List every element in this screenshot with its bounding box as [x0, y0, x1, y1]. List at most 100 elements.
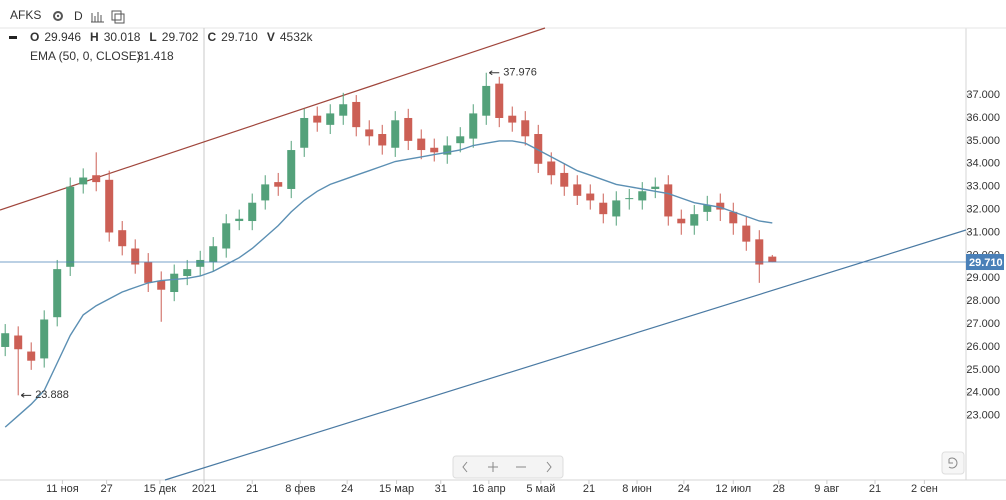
- candle-body: [183, 269, 192, 276]
- x-tick-label: 21: [583, 483, 595, 495]
- candle-body: [222, 223, 231, 249]
- ohlc-legend: O 29.946 H 30.018 L 29.702 C 29.710 V 4532k: [30, 30, 314, 44]
- trend-line-lower: [164, 229, 967, 481]
- x-tick-label: 28: [773, 483, 785, 495]
- candle-body: [677, 218, 686, 224]
- last-price-label: 29.710: [969, 257, 1003, 269]
- x-tick-label: 8 фев: [285, 483, 315, 495]
- ohlc-key: O: [30, 30, 39, 44]
- y-tick-label: 35.000: [966, 135, 1000, 147]
- y-tick-label: 25.000: [966, 364, 1000, 376]
- y-tick-label: 27.000: [966, 318, 1000, 330]
- candle-body: [274, 182, 283, 187]
- ohlc-value: 29.710: [221, 30, 258, 44]
- candle-body: [482, 85, 491, 116]
- candle-body: [144, 262, 153, 283]
- ohlc-value: 29.946: [44, 30, 81, 44]
- candle-body: [326, 113, 335, 125]
- candle-body: [638, 191, 647, 201]
- candle-body: [443, 145, 452, 155]
- y-tick-label: 26.000: [966, 341, 1000, 353]
- candle-body: [690, 214, 699, 226]
- candle-body: [495, 83, 504, 118]
- candle-body: [599, 202, 608, 215]
- ohlc-key: V: [267, 30, 275, 44]
- candle-body: [27, 351, 36, 361]
- candle-body: [755, 239, 764, 265]
- candle-body: [378, 134, 387, 146]
- interval[interactable]: D: [74, 9, 83, 23]
- zoom-in[interactable]: [488, 462, 498, 472]
- candle-body: [547, 161, 556, 176]
- candle-body: [1, 333, 10, 347]
- ema-line: [4, 140, 773, 428]
- candle-body: [157, 280, 166, 290]
- candle-body: [534, 134, 543, 164]
- scroll-left[interactable]: [462, 461, 468, 473]
- y-tick-label: 37.000: [966, 89, 1000, 101]
- candle-body: [66, 186, 75, 267]
- x-tick-label: 21: [869, 483, 881, 495]
- annotation-label: 37.976: [503, 67, 537, 79]
- last-price-box: [966, 254, 1004, 271]
- navigation: [452, 451, 965, 479]
- candle-body: [625, 198, 634, 200]
- compare-icon[interactable]: [111, 10, 125, 24]
- x-tick-label: 9 авг: [814, 483, 839, 495]
- x-tick-label: 31: [435, 483, 447, 495]
- candle-body: [521, 120, 530, 137]
- candle-body: [339, 104, 348, 116]
- y-tick-label: 29.000: [966, 272, 1000, 284]
- trend-line-upper: [0, 27, 546, 211]
- candle-body: [469, 113, 478, 139]
- candle-body: [612, 200, 621, 217]
- candle-body: [768, 256, 777, 263]
- annotation-arrow: [488, 70, 500, 76]
- ohlc-value: 4532k: [280, 30, 314, 44]
- x-tick-label: 16 апр: [472, 483, 505, 495]
- candle-body: [430, 147, 439, 153]
- candle-body: [716, 202, 725, 210]
- candle-body: [14, 335, 23, 350]
- candle-body: [417, 138, 426, 151]
- settings-icon[interactable]: [53, 11, 63, 21]
- x-tick-label: 27: [100, 483, 112, 495]
- x-tick-label: 15 дек: [144, 483, 177, 495]
- candle-body: [742, 225, 751, 242]
- ohlc-key: L: [149, 30, 156, 44]
- y-tick-label: 23.000: [966, 410, 1000, 422]
- ema-legend-name: EMA (50, 0, CLOSE): [30, 49, 141, 63]
- candle-body: [79, 177, 88, 185]
- x-tick-label: 11 ноя: [46, 483, 79, 495]
- candle-body: [729, 211, 738, 224]
- candle-body: [391, 120, 400, 148]
- indicator-icon[interactable]: [91, 12, 104, 23]
- candle-body: [209, 246, 218, 263]
- symbol: AFKS: [10, 8, 41, 22]
- plot-area: [1, 72, 777, 428]
- candle-body: [287, 150, 296, 189]
- y-tick-label: 33.000: [966, 181, 1000, 193]
- y-tick-label: 36.000: [966, 112, 1000, 124]
- ohlc-value: 30.018: [104, 30, 141, 44]
- candle-body: [560, 172, 569, 187]
- ohlc-value: 29.702: [162, 30, 199, 44]
- candle-body: [508, 115, 517, 123]
- candle-body: [573, 184, 582, 196]
- candle-body: [456, 136, 465, 144]
- x-tick-label: 2021: [192, 483, 216, 495]
- candle-body: [92, 175, 101, 183]
- candle-body: [352, 101, 361, 128]
- candle-body: [248, 202, 257, 222]
- candle-body: [313, 115, 322, 123]
- candle-body: [118, 230, 127, 247]
- scroll-right[interactable]: [546, 461, 552, 473]
- candle-body: [365, 129, 374, 137]
- y-tick-label: 32.000: [966, 203, 1000, 215]
- x-tick-label: 24: [341, 483, 353, 495]
- annotation-arrow: [20, 392, 32, 398]
- candle-body: [170, 273, 179, 293]
- candle-body: [664, 184, 673, 217]
